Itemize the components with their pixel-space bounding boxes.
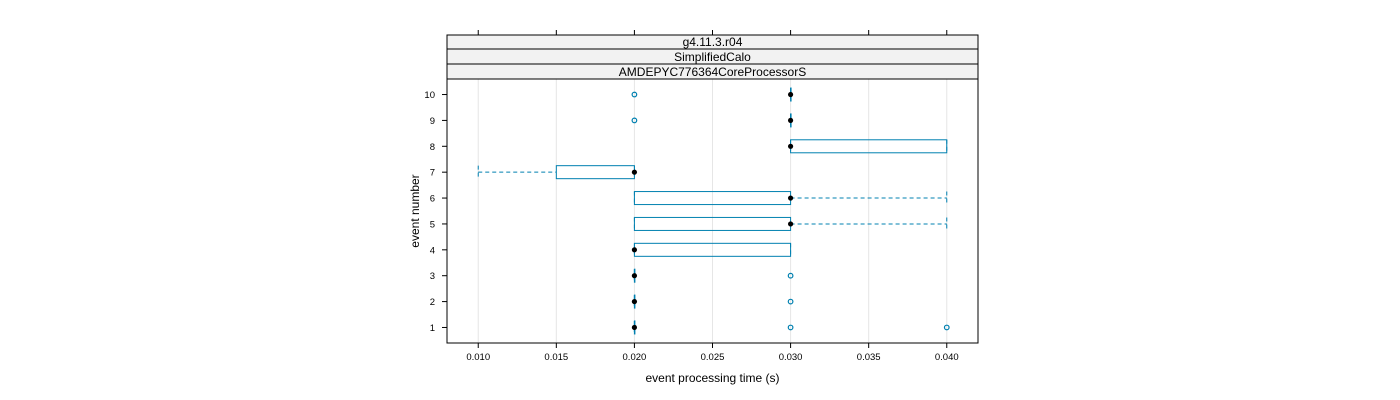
outlier-point	[787, 272, 794, 279]
y-tick-label: 4	[430, 245, 435, 256]
box-event-7	[477, 165, 638, 180]
box-event-4	[631, 242, 792, 257]
median-dot	[631, 273, 638, 279]
strip-label-2: SimplifiedCalo	[674, 50, 751, 64]
y-tick-label: 9	[430, 116, 435, 127]
y-tick-label: 10	[424, 90, 435, 101]
outlier-point	[787, 298, 794, 305]
y-tick-label: 8	[430, 142, 435, 153]
axes: 0.010 0.015 0.020 0.025 0.030 0.035 0.040 1 2 3 4 5…	[424, 30, 959, 363]
x-tick-label: 0.035	[857, 352, 881, 363]
y-axis-title: event number	[408, 174, 422, 247]
median-dot	[787, 117, 794, 124]
outlier-point	[787, 324, 794, 331]
outlier-point	[943, 324, 950, 331]
box-event-3	[631, 268, 794, 283]
grid-lines	[477, 79, 948, 343]
strip-label-1: g4.11.3.r04	[683, 35, 743, 49]
y-tick-label: 3	[430, 271, 435, 282]
strip-label-3: AMDEPYC776364CoreProcessorS	[619, 65, 806, 79]
box-event-1	[631, 320, 950, 335]
x-tick-label: 0.030	[779, 352, 803, 363]
box-event-2	[631, 294, 794, 309]
x-tick-label: 0.020	[623, 352, 647, 363]
box-series	[477, 87, 950, 335]
outlier-point	[631, 117, 638, 124]
x-tick-label: 0.040	[935, 352, 959, 363]
median-dot	[631, 324, 638, 331]
median-dot	[631, 298, 638, 305]
box-event-9	[631, 113, 794, 128]
box-iqr	[555, 165, 635, 180]
median-dot	[787, 221, 794, 227]
y-tick-label: 5	[430, 219, 435, 230]
y-tick-label: 6	[430, 194, 435, 205]
outlier-point	[631, 91, 638, 98]
median-dot	[787, 195, 794, 201]
x-tick-label: 0.015	[544, 352, 568, 363]
median-dot	[787, 91, 794, 98]
y-tick-label: 7	[430, 168, 435, 179]
box-event-6	[633, 191, 948, 206]
median-dot	[631, 247, 638, 253]
strip-headers: g4.11.3.r04 SimplifiedCalo AMDEPYC776364…	[446, 34, 979, 80]
x-axis-title: event processing time (s)	[645, 371, 779, 385]
median-dot	[631, 169, 638, 175]
median-dot	[787, 143, 794, 149]
y-tick-label: 2	[430, 297, 435, 308]
x-tick-label: 0.010	[466, 352, 490, 363]
box-event-5	[633, 216, 948, 231]
box-event-8	[787, 139, 948, 154]
box-event-10	[631, 87, 794, 102]
x-tick-label: 0.025	[701, 352, 725, 363]
y-tick-label: 1	[430, 323, 435, 334]
